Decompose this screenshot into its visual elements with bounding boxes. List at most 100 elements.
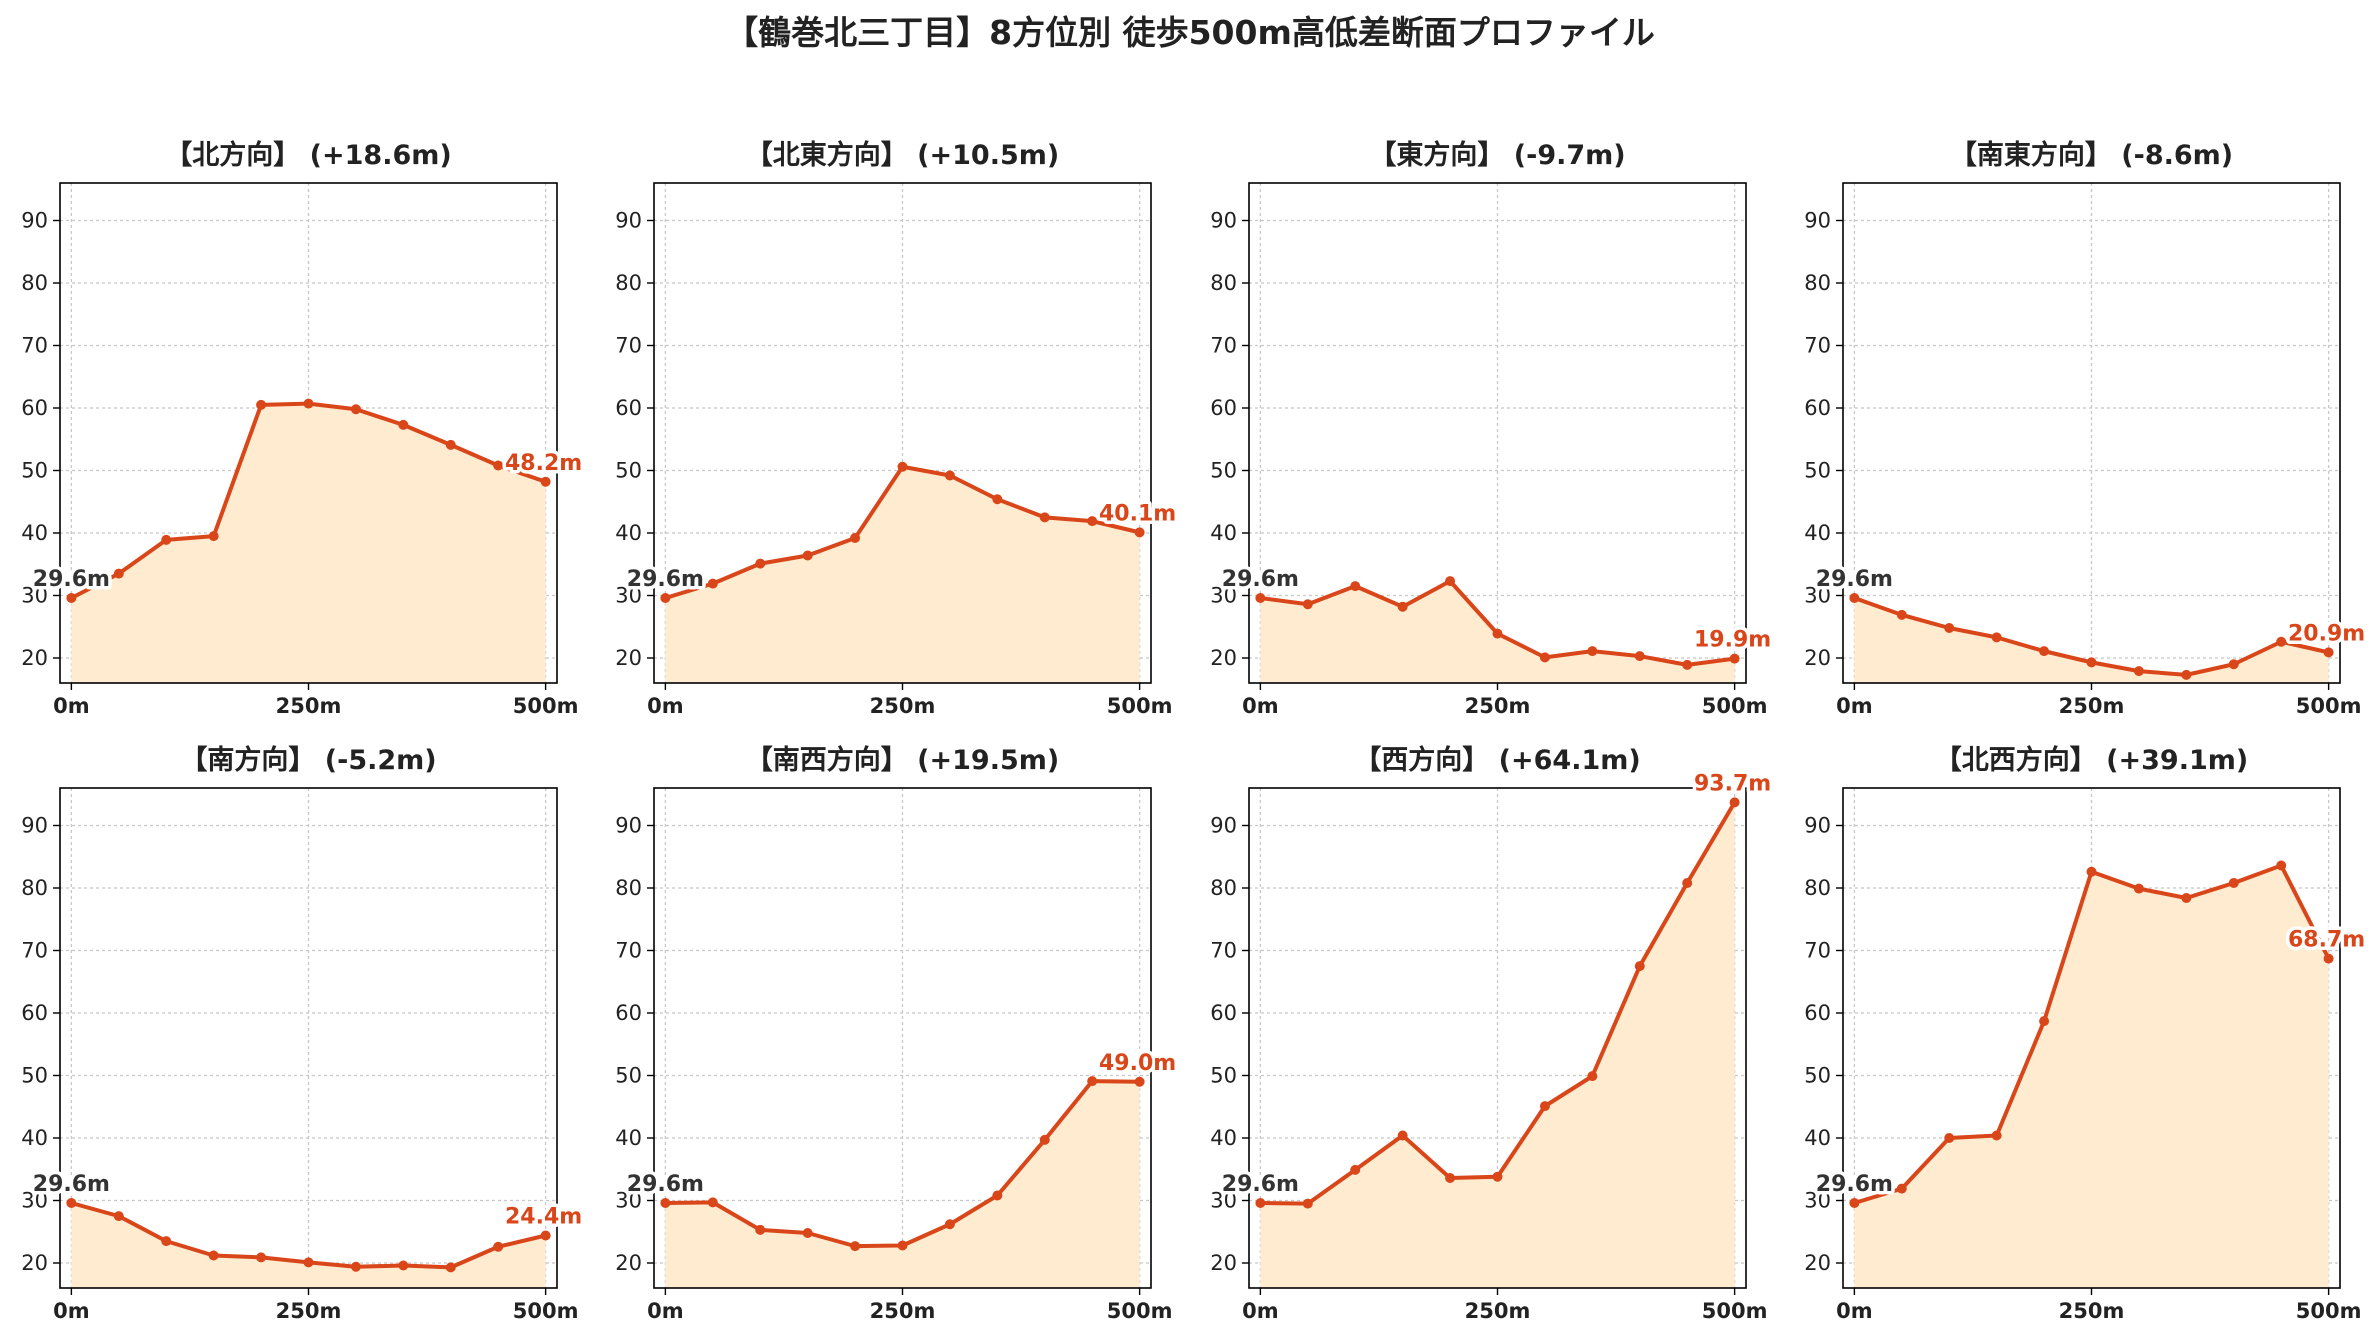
y-tick-label: 90 [1210, 209, 1237, 233]
data-point [2086, 866, 2097, 877]
data-point [755, 1224, 766, 1235]
data-point [66, 1198, 77, 1208]
data-point [2323, 647, 2334, 658]
y-tick-label: 50 [21, 459, 48, 483]
x-tick-label: 0m [1242, 694, 1279, 718]
y-tick-label: 90 [615, 814, 642, 838]
data-point [1134, 1076, 1145, 1087]
start-value-label: 29.6m [1222, 1172, 1299, 1197]
y-tick-label: 70 [615, 939, 642, 963]
data-point [1492, 1171, 1503, 1182]
area-fill [71, 403, 546, 683]
x-tick-label: 250m [2059, 1299, 2125, 1323]
y-tick-label: 30 [1804, 1189, 1831, 1213]
data-point [303, 398, 314, 409]
area-fill [1260, 581, 1735, 683]
y-tick-label: 30 [615, 1189, 642, 1213]
y-tick-label: 80 [21, 271, 48, 295]
start-value-label-halo: 29.6m [1816, 1172, 1893, 1197]
data-point [1255, 1198, 1266, 1208]
y-tick-label: 40 [21, 521, 48, 545]
y-tick-label: 50 [1210, 1064, 1237, 1088]
end-value-label: 93.7m [1694, 771, 1771, 796]
end-value-label: 48.2m [505, 451, 582, 476]
data-point [1896, 609, 1907, 620]
y-tick-label: 80 [1804, 876, 1831, 900]
x-tick-label: 250m [276, 1299, 342, 1323]
chart-panel-4: 【南東方向】 (-8.6m) 20 30 40 50 60 70 80 90 0m 250m 500m… [1804, 139, 2368, 718]
x-tick-label: 500m [1107, 694, 1173, 718]
data-point [1849, 1198, 1860, 1208]
panel-title: 【南方向】 (-5.2m) [180, 744, 436, 776]
panel-title: 【北東方向】 (+10.5m) [746, 139, 1059, 171]
data-point [208, 531, 219, 542]
data-point [256, 399, 267, 410]
chart-panel-1: 【北方向】 (+18.6m) 20 30 40 50 60 70 80 90 0m 250m 500m… [21, 139, 585, 718]
data-point [850, 1241, 861, 1252]
y-tick-label: 60 [615, 396, 642, 420]
panel-title: 【南東方向】 (-8.6m) [1950, 139, 2233, 171]
x-tick-label: 250m [2059, 694, 2125, 718]
data-point [66, 593, 77, 603]
y-tick-label: 60 [1210, 1001, 1237, 1025]
start-value-label: 29.6m [33, 567, 110, 592]
start-value-label-halo: 29.6m [1222, 567, 1299, 592]
y-tick-label: 50 [21, 1064, 48, 1088]
data-point [161, 534, 172, 545]
start-value-label-halo: 29.6m [1816, 567, 1893, 592]
y-tick-label: 20 [1210, 1251, 1237, 1275]
data-point [2181, 893, 2192, 903]
data-point [493, 460, 504, 471]
end-value-label-halo: 49.0m [1099, 1051, 1176, 1076]
data-point [398, 419, 409, 430]
data-point [1991, 632, 2002, 643]
y-tick-label: 80 [21, 876, 48, 900]
data-point [2323, 953, 2334, 964]
x-tick-label: 500m [1702, 1299, 1768, 1323]
data-point [1255, 593, 1266, 603]
panel-title: 【北西方向】 (+39.1m) [1935, 744, 2248, 776]
x-tick-label: 250m [870, 1299, 936, 1323]
y-tick-label: 40 [21, 1126, 48, 1150]
y-tick-label: 40 [615, 521, 642, 545]
y-tick-label: 30 [615, 584, 642, 608]
data-point [1445, 576, 1456, 587]
data-point [113, 568, 124, 579]
end-value-label-halo: 19.9m [1694, 628, 1771, 653]
y-tick-label: 40 [1804, 521, 1831, 545]
y-tick-label: 20 [1804, 646, 1831, 670]
start-value-label: 29.6m [627, 1172, 704, 1197]
data-point [350, 404, 361, 415]
end-value-label: 24.4m [505, 1205, 582, 1230]
data-point [1587, 1071, 1598, 1082]
data-point [1539, 1101, 1550, 1112]
data-point [755, 558, 766, 569]
y-tick-label: 60 [1804, 396, 1831, 420]
data-point [540, 476, 551, 487]
y-tick-label: 50 [1210, 459, 1237, 483]
data-point [1634, 651, 1645, 662]
end-value-label: 40.1m [1099, 501, 1176, 526]
data-point [1539, 652, 1550, 663]
y-tick-label: 50 [615, 1064, 642, 1088]
start-value-label-halo: 29.6m [1222, 1172, 1299, 1197]
figure-title: 【鶴巻北三丁目】8方位別 徒歩500m高低差断面プロファイル [725, 13, 1655, 52]
y-tick-label: 90 [615, 209, 642, 233]
start-value-label: 29.6m [1222, 567, 1299, 592]
data-point [398, 1260, 409, 1271]
data-point [1729, 797, 1740, 808]
y-tick-label: 30 [1210, 584, 1237, 608]
data-point [2039, 646, 2050, 657]
data-point [161, 1236, 172, 1247]
x-tick-label: 0m [1836, 1299, 1873, 1323]
